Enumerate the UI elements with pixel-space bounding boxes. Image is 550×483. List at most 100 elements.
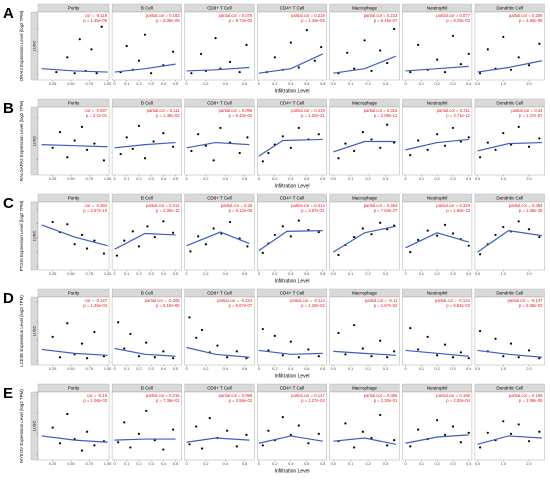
x-tick-label: 0.4 xyxy=(466,177,471,181)
data-point xyxy=(78,38,81,41)
fit-line xyxy=(477,60,543,73)
annotation: p = 7.64e-27 xyxy=(374,208,398,213)
data-point xyxy=(509,342,513,345)
x-tick-label: 0 xyxy=(113,82,115,86)
data-point xyxy=(216,344,219,347)
annotation: p = 1.43e-06 xyxy=(301,18,325,23)
data-point xyxy=(129,332,132,336)
x-tick-label: 0 xyxy=(186,272,188,276)
x-tick-label: 0.1 xyxy=(124,462,129,466)
data-point xyxy=(346,51,349,54)
data-point xyxy=(51,335,54,338)
x-tick-label: 0.2 xyxy=(435,82,440,86)
data-point xyxy=(85,357,89,360)
panel-title: Macrophage xyxy=(352,195,378,200)
x-tick-label: 0.6 xyxy=(242,367,247,371)
data-point xyxy=(517,220,520,223)
data-point xyxy=(66,322,69,325)
plot-area xyxy=(37,106,110,176)
data-point xyxy=(66,412,69,416)
data-point xyxy=(361,347,364,350)
annotation: partial.cor = 0.454 xyxy=(509,203,543,208)
data-point xyxy=(281,135,284,138)
plot-area xyxy=(37,201,110,271)
x-tick-label: 0.50 xyxy=(67,367,74,371)
data-point xyxy=(125,136,128,139)
data-point xyxy=(80,233,84,237)
x-tick-label: 0 xyxy=(258,367,260,371)
data-point xyxy=(117,441,120,444)
plot-area xyxy=(257,201,327,271)
data-point xyxy=(297,66,300,69)
x-tick-label: 0.1 xyxy=(124,272,129,276)
x-tick-label: 2.0 xyxy=(526,367,531,371)
data-point xyxy=(73,243,76,246)
y-axis-label: MYEOV Expression Level (log2 TPM) xyxy=(19,389,24,463)
annotation: p = 1.02e-21 xyxy=(301,113,325,118)
strip-label: LUSC xyxy=(32,136,37,147)
x-tick-label: 0.75 xyxy=(86,82,93,86)
data-point xyxy=(102,355,106,358)
x-tick-label: 0.2 xyxy=(203,177,208,181)
data-point xyxy=(261,160,264,163)
panel-title: B Cell xyxy=(141,290,153,295)
x-tick-label: 0.2 xyxy=(136,177,141,181)
data-point xyxy=(150,72,153,75)
data-point xyxy=(527,145,531,148)
x-tick-label: 2.0 xyxy=(526,177,531,181)
plot-area xyxy=(184,106,255,176)
data-point xyxy=(370,436,373,440)
data-point xyxy=(370,138,373,141)
data-point xyxy=(143,33,147,36)
x-tick-label: 0.2 xyxy=(203,462,208,466)
x-tick-label: 0.4 xyxy=(466,272,471,276)
data-point xyxy=(153,356,156,359)
annotation: partial.cor = -0.224 xyxy=(217,298,253,303)
data-point xyxy=(245,43,248,46)
plot-area xyxy=(329,391,400,461)
x-tick-label: 0 xyxy=(113,177,115,181)
x-tick-label: 0.6 xyxy=(242,272,247,276)
x-tick-label: 0.75 xyxy=(86,367,93,371)
data-point xyxy=(245,433,248,436)
fit-line xyxy=(258,349,323,355)
x-tick-label: 0.5 xyxy=(173,367,178,371)
panel-title: CD8+ T Cell xyxy=(207,290,231,295)
x-tick-label: 0.2 xyxy=(272,367,277,371)
fit-line xyxy=(186,346,250,358)
x-tick-label: 0.0 xyxy=(331,82,336,86)
x-tick-label: 0.5 xyxy=(173,272,178,276)
strip-label: LUSC xyxy=(32,41,37,52)
data-point xyxy=(246,136,249,139)
x-tick-label: 0 xyxy=(404,82,406,86)
annotation: p = 6.07e-07 xyxy=(229,303,253,308)
x-tick-label: 0.4 xyxy=(466,367,471,371)
x-tick-label: 0.2 xyxy=(203,82,208,86)
fit-line xyxy=(405,232,469,249)
panel-title: Purity xyxy=(68,385,80,390)
panel-title: Dendritic Cell xyxy=(496,290,523,295)
annotation: partial.cor = 0.163 xyxy=(146,13,180,18)
fit-line xyxy=(114,438,176,441)
panel-title: Macrophage xyxy=(352,5,378,10)
annotation: cor = -0.147 xyxy=(85,298,108,303)
annotation: partial.cor = 0.464 xyxy=(364,203,398,208)
annotation: p = 3.71e-12 xyxy=(446,113,470,118)
x-tick-label: 0.1 xyxy=(348,462,353,466)
plot-area xyxy=(402,391,473,461)
plot-area xyxy=(37,391,110,461)
x-tick-label: 0.3 xyxy=(383,462,388,466)
data-point xyxy=(171,428,175,431)
data-point xyxy=(494,148,497,151)
data-point xyxy=(189,250,192,253)
fit-line xyxy=(332,225,397,253)
data-point xyxy=(502,355,505,358)
data-point xyxy=(353,446,356,449)
y-axis-label: PTGIS Expression Level (log2 TPM) xyxy=(19,200,24,271)
data-point xyxy=(190,72,193,75)
x-tick-label: 0.1 xyxy=(124,82,129,86)
data-point xyxy=(502,132,505,135)
fit-line xyxy=(333,437,396,445)
data-point xyxy=(409,154,412,157)
annotation: partial.cor = 0.209 xyxy=(509,13,543,18)
